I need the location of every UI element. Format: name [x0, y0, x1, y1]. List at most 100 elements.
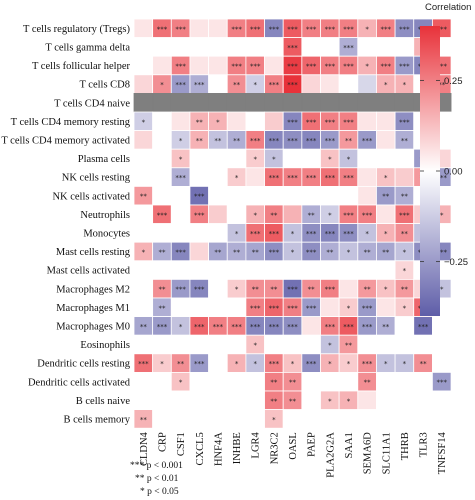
significance-star: * — [328, 156, 332, 164]
significance-star: *** — [343, 25, 354, 33]
heatmap-cell — [357, 167, 377, 187]
significance-star: *** — [343, 211, 354, 219]
significance-star: ** — [326, 249, 334, 257]
heatmap-cell — [245, 371, 265, 392]
heatmap-cell — [170, 223, 191, 243]
significance-star: ** — [270, 286, 278, 294]
significance-star: *** — [194, 360, 205, 368]
heatmap-cell — [226, 37, 247, 57]
significance-star: *** — [157, 211, 168, 219]
heatmap-cell — [301, 37, 321, 57]
significance-star: * — [347, 360, 351, 368]
row-label: T cells follicular helper — [32, 61, 131, 72]
significance-star: *** — [269, 81, 280, 89]
heatmap-cell — [357, 111, 377, 132]
significance-star: * — [142, 118, 146, 126]
significance-star: ** — [196, 118, 204, 126]
heatmap-cell — [394, 390, 415, 411]
significance-star: *** — [269, 360, 280, 368]
significance-star: *** — [269, 137, 280, 145]
heatmap-cell — [376, 37, 396, 57]
heatmap-cell — [152, 409, 172, 429]
heatmap-cell — [338, 278, 359, 299]
heatmap-cell — [431, 334, 452, 355]
significance-star: *** — [194, 286, 205, 294]
heatmap-cell — [170, 334, 191, 355]
heatmap-cell — [133, 371, 154, 392]
heatmap-cell — [189, 334, 209, 355]
significance-star: *** — [250, 137, 261, 145]
heatmap-cell — [357, 185, 377, 206]
significance-star: *** — [436, 63, 447, 71]
heatmap-cell — [320, 185, 340, 206]
significance-star: ** — [308, 211, 316, 219]
significance-star: * — [440, 286, 444, 294]
heatmap-cell — [245, 167, 265, 187]
column-label: THRB — [400, 432, 411, 460]
significance-star: * — [403, 81, 407, 89]
significance-star: * — [384, 81, 388, 89]
heatmap-cell — [170, 390, 191, 411]
heatmap-cell — [170, 409, 191, 429]
heatmap-cell — [245, 111, 265, 132]
legend-title: Correlation — [425, 2, 471, 13]
heatmap-cell — [133, 18, 154, 39]
row-label: T cells regulatory (Tregs) — [23, 24, 131, 35]
significance-star: * — [291, 230, 295, 238]
significance-star: *** — [343, 44, 354, 52]
significance-star: *** — [381, 63, 392, 71]
heatmap-cell — [320, 409, 340, 429]
heatmap-cell — [170, 260, 191, 280]
heatmap-cell — [152, 148, 172, 169]
significance-star: *** — [250, 25, 261, 33]
significance-star: *** — [343, 174, 354, 182]
significance-star: *** — [138, 360, 149, 368]
significance-star: * — [235, 360, 239, 368]
significance-star: *** — [269, 249, 280, 257]
significance-star: *** — [231, 25, 242, 33]
significance-star: *** — [306, 174, 317, 182]
heatmap-cell — [133, 167, 154, 187]
heatmap-cell — [226, 260, 247, 280]
significance-stars: *** *** *** *** *** *** *** *** *** * *** *** ******… — [138, 25, 447, 424]
significance-star: ** — [420, 360, 428, 368]
heatmap-cell — [357, 390, 377, 411]
heatmap-cell — [301, 93, 321, 113]
significance-star: *** — [175, 286, 186, 294]
significance-star: *** — [175, 25, 186, 33]
significance-star: *** — [362, 360, 373, 368]
heatmap-cell — [282, 260, 303, 280]
significance-star: *** — [287, 323, 298, 331]
significance-star: *** — [287, 174, 298, 182]
significance-star: ** — [177, 360, 185, 368]
heatmap-cell — [189, 260, 209, 280]
heatmap-cell — [189, 167, 209, 187]
significance-star: ** — [158, 286, 166, 294]
significance-note-1: *** p < 0.001 — [130, 461, 183, 471]
heatmap-cell — [320, 371, 340, 392]
significance-star: ** — [401, 286, 409, 294]
significance-star: ** — [252, 249, 260, 257]
heatmap-cell — [357, 93, 377, 113]
heatmap-cell — [394, 409, 415, 429]
heatmap-cell — [133, 130, 154, 150]
heatmap-cell — [226, 185, 247, 206]
significance-star: ** — [438, 81, 446, 89]
significance-star: *** — [325, 230, 336, 238]
heatmap-cell — [152, 390, 172, 411]
heatmap-cell — [394, 316, 415, 336]
heatmap-cell — [282, 409, 303, 429]
significance-star: * — [365, 63, 369, 71]
significance-star: *** — [436, 379, 447, 387]
row-label: T cells CD4 memory resting — [11, 117, 131, 128]
significance-star: * — [253, 211, 257, 219]
significance-star: *** — [399, 118, 410, 126]
significance-star: *** — [381, 25, 392, 33]
significance-star: ** — [364, 379, 372, 387]
significance-star: *** — [325, 25, 336, 33]
heatmap-cell — [301, 390, 321, 411]
heatmap-cell — [282, 148, 303, 169]
significance-star: * — [328, 360, 332, 368]
heatmap-cell — [245, 409, 265, 429]
heatmap-cell — [301, 371, 321, 392]
